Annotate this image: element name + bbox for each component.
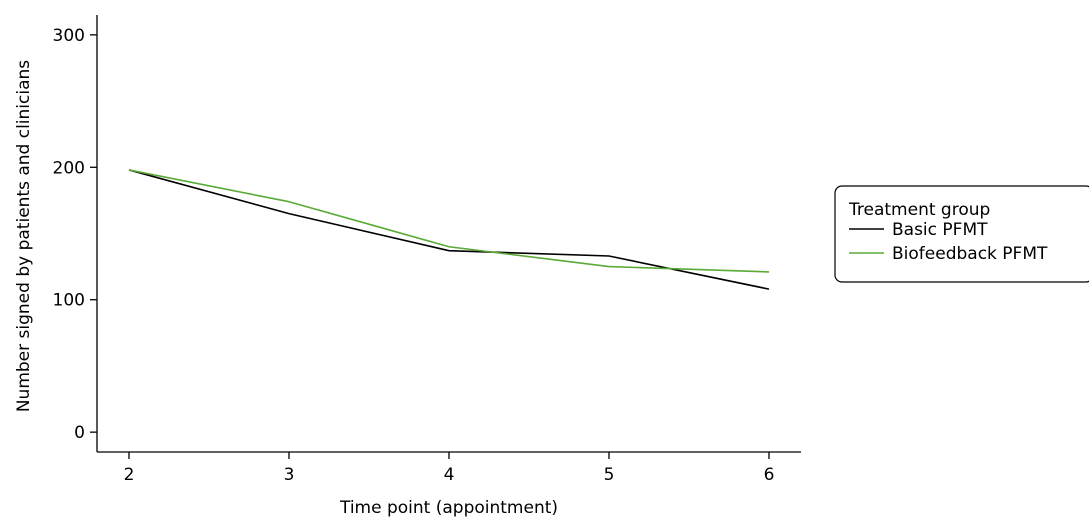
- legend: Treatment group Basic PFMT Biofeedback PF…: [834, 185, 1089, 283]
- legend-label-1: Basic PFMT: [892, 220, 988, 240]
- legend-title: Treatment group: [848, 200, 990, 220]
- x-tick-label: 5: [604, 465, 615, 485]
- y-axis-title: Number signed by patients and clinicians: [14, 60, 34, 412]
- x-axis-title: Time point (appointment): [339, 498, 558, 518]
- x-tick-label: 4: [444, 465, 455, 485]
- series-layer: [128, 169, 770, 290]
- legend-box: [834, 185, 1089, 283]
- series-line-1: [128, 169, 770, 290]
- x-tick-label: 2: [124, 465, 135, 485]
- axes: 0 100 200 300 2 3 4 5 6: [53, 15, 801, 485]
- y-tick-label: 0: [74, 423, 85, 443]
- x-tick-label: 6: [764, 465, 775, 485]
- legend-items: Basic PFMT Biofeedback PFMT: [849, 220, 1048, 264]
- y-tick-label: 100: [53, 291, 85, 311]
- y-tick-label: 300: [53, 26, 85, 46]
- series-line-2: [128, 169, 770, 273]
- x-tick-label: 3: [284, 465, 295, 485]
- y-tick-label: 200: [53, 158, 85, 178]
- x-ticks: 2 3 4 5 6: [124, 452, 775, 485]
- y-ticks: 0 100 200 300: [53, 26, 97, 443]
- legend-label-2: Biofeedback PFMT: [892, 244, 1048, 264]
